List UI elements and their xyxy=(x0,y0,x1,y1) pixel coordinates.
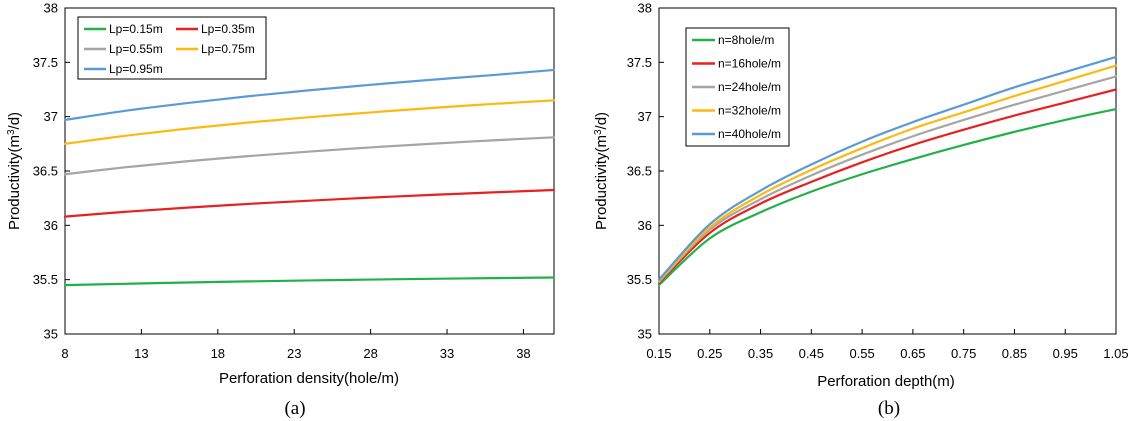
legend-label: Lp=0.35m xyxy=(201,22,255,36)
legend-box-a xyxy=(77,16,267,80)
x-tick-label: 0.95 xyxy=(1053,346,1078,361)
series-line-n-16hole-m xyxy=(657,88,1118,285)
x-tick-label: 0.35 xyxy=(748,346,773,361)
x-tick-label: 8 xyxy=(61,346,68,361)
y-axis-title-a: Productivity(m3/d) xyxy=(6,112,23,230)
series-line-n-24hole-m xyxy=(657,75,1118,283)
y-tick-label: 37 xyxy=(638,109,652,124)
x-axis-title-a: Perforation density(hole/m) xyxy=(219,370,399,387)
legend-label: Lp=0.75m xyxy=(201,42,255,56)
series-line-lp-0.75m xyxy=(63,99,556,145)
y-tick-label: 38 xyxy=(44,1,58,16)
legend-label: n=16hole/m xyxy=(718,57,781,71)
y-tick-label: 38 xyxy=(638,1,652,16)
chart-panel-b: 35 35.5 36 36.5 37 37.5 38 0.15 0.25 0.35 0.45 0.5… xyxy=(593,1,1129,420)
y-tick-label: 36.5 xyxy=(33,164,58,179)
y-tick-label: 36 xyxy=(44,218,58,233)
legend-label: Lp=0.95m xyxy=(109,62,163,76)
y-tick-label: 37 xyxy=(44,109,58,124)
x-tick-label: 33 xyxy=(440,346,454,361)
chart-panel-a: 35 35.5 36 36.5 37 37.5 38 8 13 18 23 28 33 38 Lp=0.… xyxy=(6,1,556,419)
series-line-lp-0.95m xyxy=(63,68,556,122)
x-tick-label: 23 xyxy=(287,346,301,361)
x-tick-label: 13 xyxy=(134,346,148,361)
x-tick-label: 0.85 xyxy=(1002,346,1027,361)
y-tick-labels-b: 35 35.5 36 36.5 37 37.5 38 xyxy=(627,1,652,342)
y-tick-label: 36 xyxy=(638,218,652,233)
y-tick-label: 35 xyxy=(638,327,652,342)
x-tick-label: 0.25 xyxy=(697,346,722,361)
x-tick-labels-a: 8 13 18 23 28 33 38 xyxy=(61,346,530,361)
x-tick-label: 0.45 xyxy=(799,346,824,361)
legend-a: Lp=0.15m Lp=0.35m Lp=0.55m Lp=0.75m Lp=0.95m xyxy=(77,16,267,80)
x-tick-label: 28 xyxy=(363,346,377,361)
series-line-lp-0.15m xyxy=(63,276,556,287)
x-tick-label: 0.75 xyxy=(951,346,976,361)
x-tick-labels-b: 0.15 0.25 0.35 0.45 0.55 0.65 0.75 0.85 0.95 1.05 xyxy=(646,346,1128,361)
x-tick-label: 0.65 xyxy=(900,346,925,361)
panel-label-a: (a) xyxy=(284,398,305,419)
y-axis-title-b: Productivity(m3/d) xyxy=(593,112,610,230)
x-tick-label: 18 xyxy=(211,346,225,361)
x-tick-label: 0.15 xyxy=(646,346,671,361)
series-lines-a xyxy=(63,68,556,287)
y-tick-label: 36.5 xyxy=(627,164,652,179)
y-tick-label: 35.5 xyxy=(33,272,58,287)
series-line-n-32hole-m xyxy=(657,64,1118,282)
x-axis-title-b: Perforation depth(m) xyxy=(817,373,955,390)
y-tick-labels-a: 35 35.5 36 36.5 37 37.5 38 xyxy=(33,1,58,342)
legend-label: Lp=0.15m xyxy=(109,22,163,36)
y-tick-label: 37.5 xyxy=(33,55,58,70)
x-tick-label: 0.55 xyxy=(849,346,874,361)
panel-label-b: (b) xyxy=(878,398,900,419)
series-line-n-40hole-m xyxy=(657,55,1118,281)
series-line-lp-0.35m xyxy=(63,188,556,218)
legend-label: n=32hole/m xyxy=(718,104,781,118)
tick-marks-a xyxy=(64,7,524,335)
series-line-lp-0.55m xyxy=(63,136,556,176)
y-tick-label: 35.5 xyxy=(627,272,652,287)
legend-label: n=8hole/m xyxy=(718,33,774,47)
series-lines-b xyxy=(657,55,1118,287)
legend-label: Lp=0.55m xyxy=(109,42,163,56)
x-tick-label: 1.05 xyxy=(1103,346,1128,361)
legend-b: n=8hole/m n=16hole/m n=24hole/m n=32hole/m n… xyxy=(685,27,790,147)
legend-label: n=24hole/m xyxy=(718,80,781,94)
series-line-n-8hole-m xyxy=(657,107,1118,287)
legend-label: n=40hole/m xyxy=(718,127,781,141)
y-tick-label: 37.5 xyxy=(627,55,652,70)
x-tick-label: 38 xyxy=(516,346,530,361)
y-tick-label: 35 xyxy=(44,327,58,342)
